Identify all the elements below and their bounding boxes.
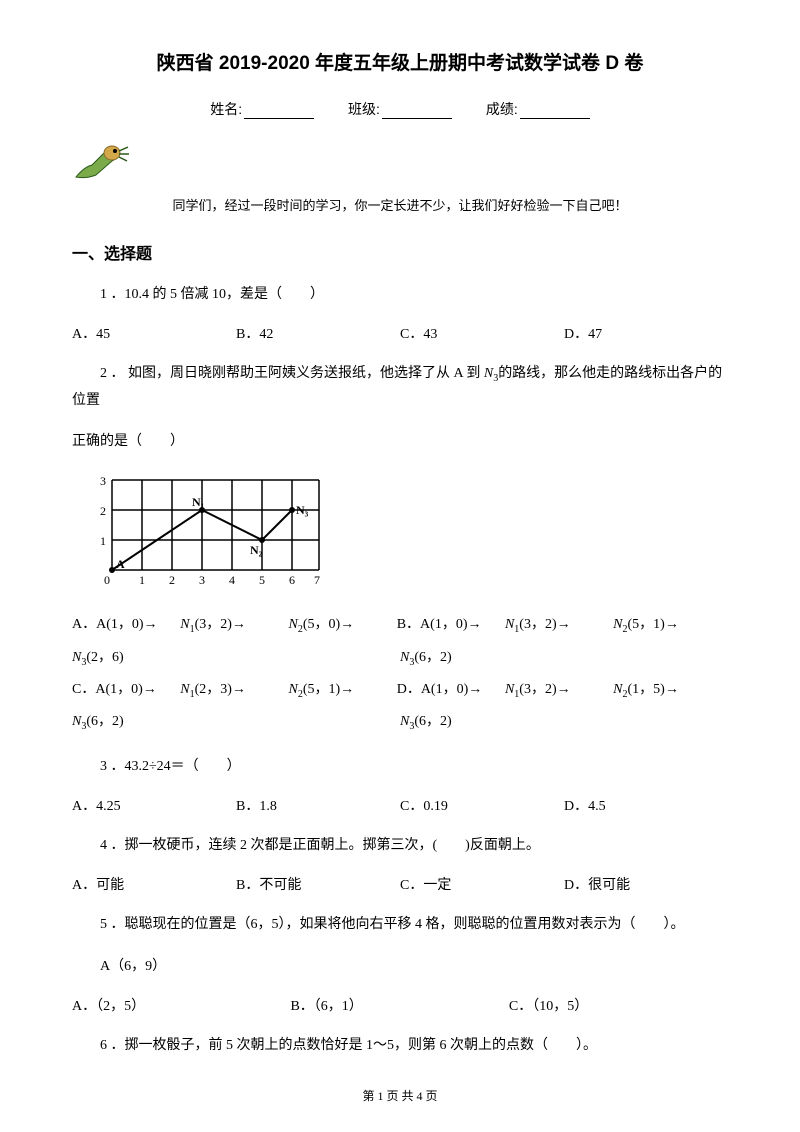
name-blank: [244, 118, 314, 119]
svg-text:0: 0: [104, 573, 110, 587]
q2-b-n3: N3(6，2): [400, 642, 728, 674]
svg-text:4: 4: [229, 573, 235, 587]
question-4: 4 ．掷一枚硬币，连续 2 次都是正面朝上。掷第三次，( )反面朝上。: [72, 833, 728, 858]
question-2: 2 ． 如图，周日晓刚帮助王阿姨义务送报纸，他选择了从 A 到 N3的路线，那么…: [72, 361, 728, 413]
svg-text:N₁: N₁: [192, 495, 205, 509]
q1-opt-d: D．47: [564, 323, 728, 343]
q4-opt-c: C．一定: [400, 874, 564, 894]
svg-text:3: 3: [100, 474, 106, 488]
svg-text:1: 1: [139, 573, 145, 587]
svg-text:7: 7: [314, 573, 320, 587]
score-blank: [520, 118, 590, 119]
q4-opt-b: B．不可能: [236, 874, 400, 894]
name-label: 姓名:: [210, 101, 242, 117]
q5-opt-a: A．（2，5）: [72, 995, 290, 1015]
q2-text-a: 2 ． 如图，周日晓刚帮助王阿姨义务送报纸，他选择了从 A 到: [100, 366, 484, 381]
q2-c-n3: N3(6，2): [72, 706, 400, 738]
q4-options: A．可能 B．不可能 C．一定 D．很可能: [72, 874, 728, 894]
svg-text:2: 2: [100, 504, 106, 518]
pencil-icon: [72, 137, 132, 185]
q2-chart: A N₁ N₂ N₃ 3 2 1 0 1 2 3 4 5 6 7: [92, 470, 728, 595]
q3-options: A．4.25 B．1.8 C．0.19 D．4.5: [72, 795, 728, 815]
q2-b-start: B．A(1，0)→: [397, 609, 505, 641]
svg-text:N₂: N₂: [250, 543, 263, 557]
q3-opt-c: C．0.19: [400, 795, 564, 815]
info-line: 姓名: 班级: 成绩:: [72, 99, 728, 119]
q2-c-start: C．A(1，0)→: [72, 674, 180, 706]
question-5: 5 ．聪聪现在的位置是（6，5），如果将他向右平移 4 格，则聪聪的位置用数对表…: [72, 912, 728, 937]
q3-opt-d: D．4.5: [564, 795, 728, 815]
q2-n-symbol: N: [484, 366, 493, 381]
q2-d-n3: N3(6，2): [400, 706, 728, 738]
svg-text:5: 5: [259, 573, 265, 587]
q2-a-n3: N3(2，6): [72, 642, 400, 674]
q2-b-n2: N2(5，1)→: [613, 609, 721, 641]
class-blank: [382, 118, 452, 119]
svg-text:3: 3: [199, 573, 205, 587]
svg-text:6: 6: [289, 573, 295, 587]
q2-text-c: 正确的是（ ）: [72, 429, 728, 454]
q2-a-n1: N1(3，2)→: [180, 609, 288, 641]
q5-options: A．（2，5） B．（6，1） C．（10，5）: [72, 995, 728, 1015]
q2-c-n2: N2(5，1)→: [288, 674, 396, 706]
q2-a-n2: N2(5，0)→: [288, 609, 396, 641]
page-footer: 第 1 页 共 4 页: [0, 1087, 800, 1104]
q2-d-n2: N2(1，5)→: [613, 674, 721, 706]
question-6: 6 ．掷一枚骰子，前 5 次朝上的点数恰好是 1～5，则第 6 次朝上的点数（ …: [72, 1033, 728, 1058]
q1-options: A．45 B．42 C．43 D．47: [72, 323, 728, 343]
q5-opt-b: B．（6，1）: [290, 995, 508, 1015]
q2-b-n1: N1(3，2)→: [505, 609, 613, 641]
class-label: 班级:: [348, 101, 380, 117]
question-1: 1 ．10.4 的 5 倍减 10，差是（ ）: [72, 282, 728, 307]
question-3: 3 ．43.2÷24＝（ ）: [72, 754, 728, 779]
q2-d-start: D．A(1，0)→: [397, 674, 505, 706]
svg-text:1: 1: [100, 534, 106, 548]
q3-opt-a: A．4.25: [72, 795, 236, 815]
q1-opt-a: A．45: [72, 323, 236, 343]
section-header: 一、选择题: [72, 240, 728, 264]
q4-opt-a: A．可能: [72, 874, 236, 894]
q5-opt-c: C．（10，5）: [509, 995, 727, 1015]
q4-opt-d: D．很可能: [564, 874, 728, 894]
svg-text:N₃: N₃: [296, 503, 309, 517]
q3-opt-b: B．1.8: [236, 795, 400, 815]
score-label: 成绩:: [486, 101, 518, 117]
svg-text:A: A: [116, 557, 125, 571]
q2-c-n1: N1(2，3)→: [180, 674, 288, 706]
q5-pre: A（6，9）: [72, 954, 728, 979]
svg-text:2: 2: [169, 573, 175, 587]
encourage-text: 同学们，经过一段时间的学习，你一定长进不少，让我们好好检验一下自己吧！: [72, 195, 728, 214]
q1-opt-c: C．43: [400, 323, 564, 343]
q1-opt-b: B．42: [236, 323, 400, 343]
page-title: 陕西省 2019-2020 年度五年级上册期中考试数学试卷 D 卷: [72, 48, 728, 75]
q2-a-start: A．A(1，0)→: [72, 609, 180, 641]
q2-options: A．A(1，0)→ N1(3，2)→ N2(5，0)→ B．A(1，0)→ N1…: [72, 609, 728, 738]
q2-d-n1: N1(3，2)→: [505, 674, 613, 706]
